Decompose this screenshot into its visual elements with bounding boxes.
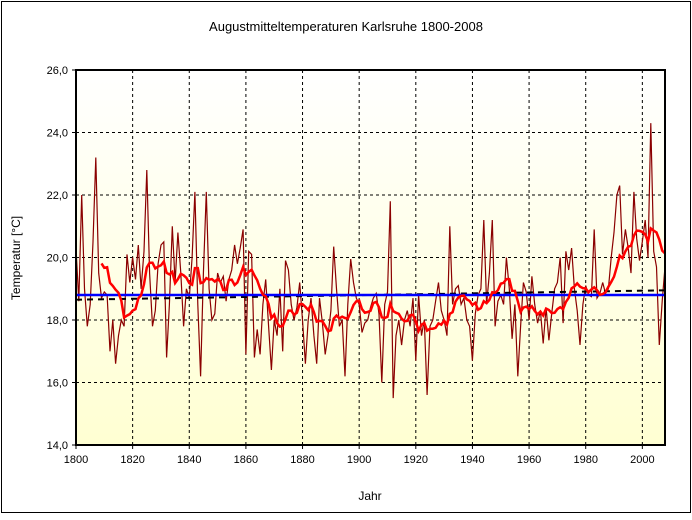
y-tick-label: 22,0 bbox=[47, 190, 68, 202]
x-tick-label: 1960 bbox=[517, 454, 541, 466]
x-tick-label: 2000 bbox=[630, 454, 654, 466]
y-axis-label: Temperatur [°C] bbox=[9, 216, 23, 300]
x-tick-label: 1800 bbox=[64, 454, 88, 466]
y-tick-label: 26,0 bbox=[47, 65, 68, 77]
y-tick-label: 20,0 bbox=[47, 253, 68, 265]
gridlines bbox=[76, 70, 665, 445]
x-tick-label: 1880 bbox=[290, 454, 314, 466]
x-axis-label: Jahr bbox=[358, 489, 381, 503]
x-tick-label: 1840 bbox=[177, 454, 201, 466]
x-tick-label: 1940 bbox=[460, 454, 484, 466]
chart-title: Augustmitteltemperaturen Karlsruhe 1800-… bbox=[209, 19, 483, 34]
moving-average-line bbox=[100, 226, 666, 335]
x-tick-label: 1860 bbox=[234, 454, 258, 466]
x-tick-label: 1820 bbox=[120, 454, 144, 466]
y-tick-label: 14,0 bbox=[47, 440, 68, 452]
y-tick-label: 18,0 bbox=[47, 315, 68, 327]
x-tick-label: 1980 bbox=[573, 454, 597, 466]
data-marks bbox=[75, 123, 666, 399]
x-tick-label: 1900 bbox=[347, 454, 371, 466]
y-tick-label: 24,0 bbox=[47, 128, 68, 140]
tick-labels: 1800 1820 1840 1860 1880 1900 1920 1940 1960 1980… bbox=[47, 65, 655, 466]
x-tick-label: 1920 bbox=[404, 454, 428, 466]
y-tick-label: 16,0 bbox=[47, 378, 68, 390]
